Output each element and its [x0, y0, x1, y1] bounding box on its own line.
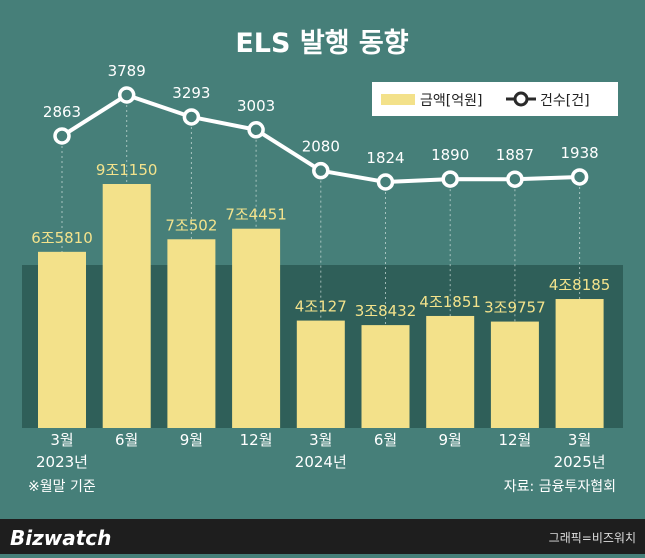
count-marker [441, 170, 459, 188]
bar [102, 184, 151, 428]
legend: 금액[억원] 건수[건] [372, 82, 618, 116]
x-tick-label: 6월 [115, 431, 138, 449]
basis-note: ※월말 기준 [28, 479, 96, 495]
x-year-label: 2025년 [554, 453, 606, 471]
x-year-label: 2023년 [36, 453, 88, 471]
bar [361, 325, 410, 428]
bar [555, 299, 604, 428]
brand-logo: Bizwatch [10, 526, 111, 550]
x-tick-label: 9월 [439, 431, 462, 449]
count-value-label: 1824 [366, 149, 404, 167]
count-marker [312, 161, 330, 180]
count-marker [117, 86, 136, 104]
bar-value-label: 7조502 [165, 216, 217, 234]
x-tick-label: 12월 [498, 431, 531, 449]
footer-bar [0, 519, 645, 554]
bar [38, 251, 86, 428]
x-tick-label: 3월 [568, 431, 591, 449]
bar-value-label: 3조8432 [355, 302, 417, 320]
x-tick-label: 3월 [309, 431, 332, 449]
bar-value-label: 4조8185 [549, 276, 611, 294]
count-marker [570, 168, 589, 186]
x-year-label: 2024년 [295, 453, 347, 471]
legend-line-marker [513, 91, 529, 107]
count-value-label: 3003 [237, 97, 275, 115]
legend-bar-swatch [381, 94, 415, 105]
bar-value-label: 9조1150 [96, 161, 158, 179]
bar-value-label: 3조9757 [484, 299, 546, 317]
bar-value-label: 4조1851 [419, 293, 481, 311]
legend-bar-label: 금액[억원] [420, 93, 482, 109]
count-marker [506, 170, 524, 188]
count-value-label: 2863 [43, 103, 81, 121]
bar [296, 320, 345, 428]
bar-value-label: 6조5810 [31, 229, 93, 247]
count-value-label: 3789 [108, 62, 146, 80]
count-marker [376, 173, 395, 191]
x-tick-label: 3월 [50, 431, 73, 449]
legend-line-label: 건수[건] [540, 93, 590, 109]
graphic-credit: 그래픽=비즈워치 [549, 531, 636, 545]
count-value-label: 1887 [496, 146, 534, 164]
count-value-label: 1938 [561, 144, 599, 162]
count-marker [247, 121, 265, 139]
bar [232, 228, 281, 428]
bar-value-label: 7조4451 [225, 206, 287, 224]
bar [167, 239, 216, 428]
bar [426, 315, 475, 428]
source-note: 자료: 금융투자협회 [504, 479, 616, 495]
count-value-label: 3293 [172, 84, 210, 102]
count-marker [53, 127, 71, 145]
x-tick-label: 6월 [374, 431, 397, 449]
x-tick-label: 9월 [180, 431, 203, 449]
count-marker [182, 108, 201, 126]
bar [490, 321, 539, 428]
bar-value-label: 4조127 [295, 298, 347, 316]
x-tick-label: 12월 [240, 431, 273, 449]
count-value-label: 2080 [302, 138, 340, 156]
count-value-label: 1890 [431, 146, 469, 164]
chart-title: ELS 발행 동향 [235, 28, 408, 59]
